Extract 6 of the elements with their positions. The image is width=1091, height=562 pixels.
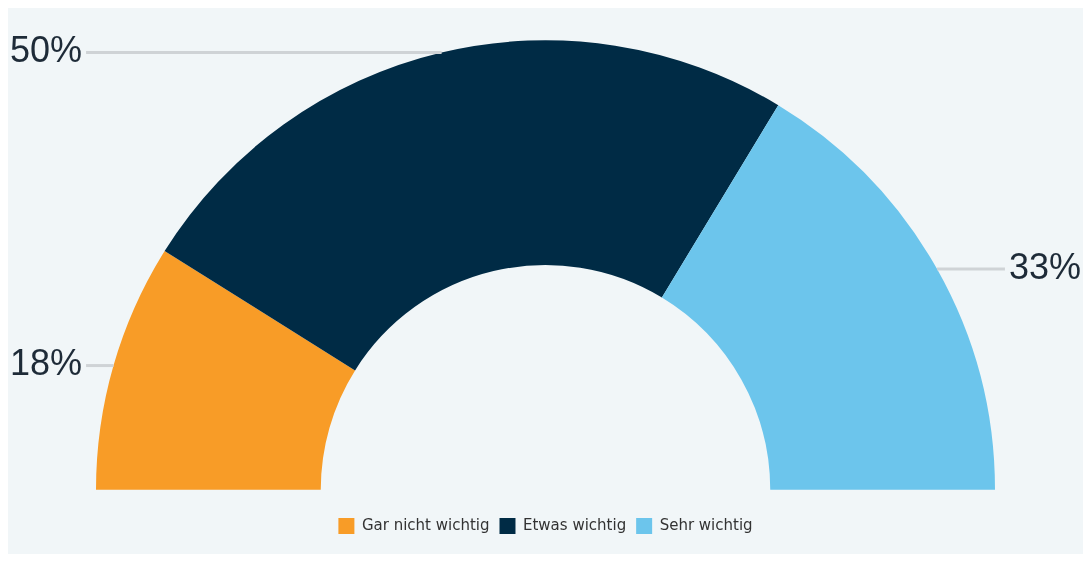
legend-label: Gar nicht wichtig (361, 515, 490, 534)
legend-label: Etwas wichtig (522, 515, 627, 534)
data-label: 18% (10, 342, 83, 384)
data-label: 33% (1008, 245, 1082, 287)
legend-label: Sehr wichtig (659, 515, 753, 534)
data-label: 50% (10, 29, 83, 71)
